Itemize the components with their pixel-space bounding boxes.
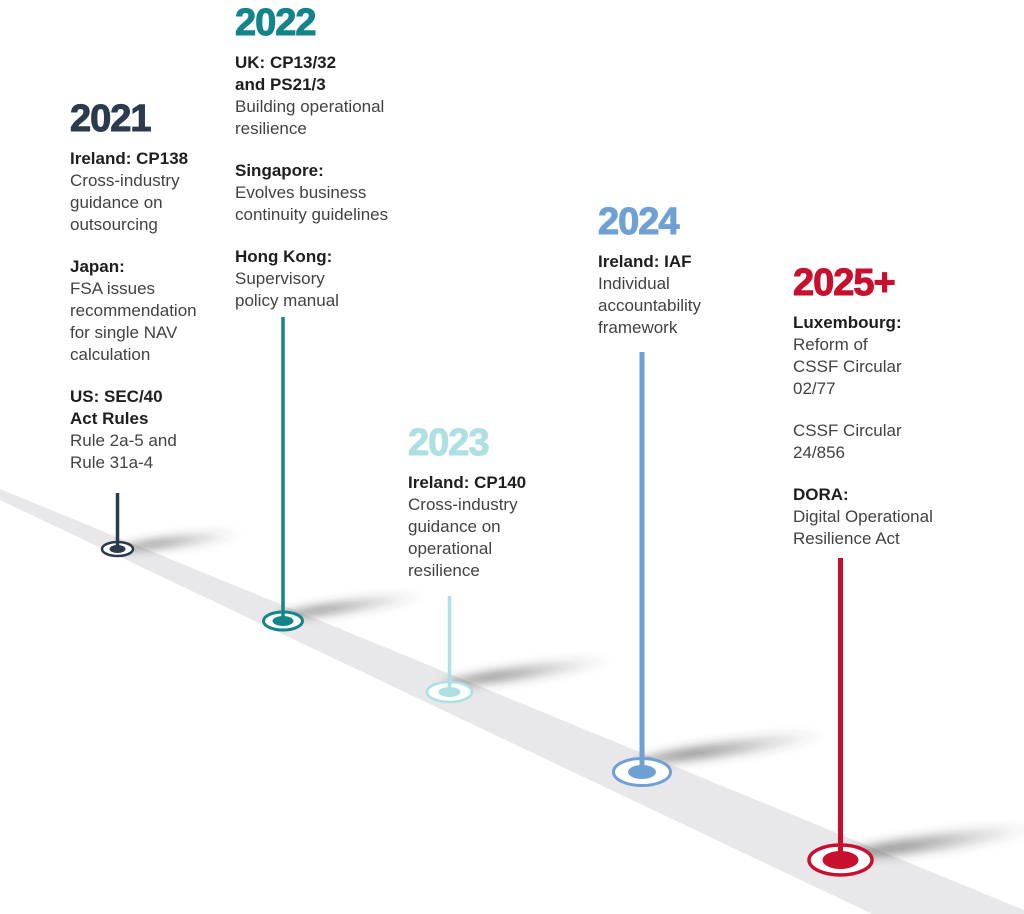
milestone-title: US: SEC/40 Act Rules <box>70 387 163 428</box>
timeline-event-2024: 2024 Ireland: IAF Individual accountabil… <box>598 203 758 339</box>
pin-shadow-2023 <box>442 657 612 687</box>
pin-2025 <box>807 558 874 877</box>
milestone: Japan: FSA issues recommendation for sin… <box>70 256 240 366</box>
milestone-title: DORA: <box>793 485 849 504</box>
milestone-description: Digital Operational Resilience Act <box>793 507 933 548</box>
milestone-description: Cross-industry guidance on outsourcing <box>70 171 180 234</box>
year-label: 2024 <box>598 201 681 243</box>
pin-2021 <box>100 493 135 558</box>
pin-2023 <box>425 596 474 704</box>
pin-shadow-2021 <box>118 531 242 551</box>
timeline-event-2023: 2023 Ireland: CP140 Cross-industry guida… <box>408 424 568 582</box>
milestone-title: Ireland: IAF <box>598 252 692 271</box>
pin-shadow-2024 <box>637 732 827 764</box>
year-label: 2021 <box>70 98 153 140</box>
milestone: Ireland: CP138 Cross-industry guidance o… <box>70 148 240 236</box>
pin-2024 <box>612 352 672 787</box>
milestone: DORA: Digital Operational Resilience Act <box>793 484 973 550</box>
milestone-description: Evolves business continuity guidelines <box>235 183 389 224</box>
milestone-description: FSA issues recommendation for single NAV… <box>70 279 197 364</box>
timeline-event-2021: 2021 Ireland: CP138 Cross-industry guida… <box>70 100 240 474</box>
milestone: Ireland: CP140 Cross-industry guidance o… <box>408 472 568 582</box>
milestone-description: Cross-industry guidance on operational r… <box>408 495 518 580</box>
year-label: 2023 <box>408 422 491 464</box>
timeline-event-2022: 2022 UK: CP13/32 and PS21/3 Building ope… <box>235 4 435 312</box>
milestone-title: Ireland: CP138 <box>70 149 189 168</box>
timeline-event-2025: 2025+ Luxembourg: Reform of CSSF Circula… <box>793 264 973 550</box>
pin-dot-2021 <box>109 545 126 553</box>
road <box>0 489 1024 914</box>
milestone-title: UK: CP13/32 and PS21/3 <box>235 53 337 94</box>
pin-dot-2023 <box>438 687 461 697</box>
milestone: Ireland: IAF Individual accountability f… <box>598 251 758 339</box>
pin-shadow-2025 <box>837 824 1024 860</box>
pin-dot-2024 <box>628 765 656 779</box>
milestone: Hong Kong: Supervisory policy manual <box>235 246 435 312</box>
milestone-title: Japan: <box>70 257 125 276</box>
milestone-title: Singapore: <box>235 161 324 180</box>
milestone-description: Building operational resilience <box>235 97 385 138</box>
milestone: UK: CP13/32 and PS21/3 Building operatio… <box>235 52 435 140</box>
pin-dot-2022 <box>272 616 294 626</box>
milestone-description: CSSF Circular 24/856 <box>793 421 902 462</box>
milestone: US: SEC/40 Act Rules Rule 2a-5 and Rule … <box>70 386 240 474</box>
year-label: 2022 <box>235 2 318 44</box>
milestone: CSSF Circular 24/856 <box>793 420 973 464</box>
milestone-title: Luxembourg: <box>793 313 902 332</box>
milestone-title: Hong Kong: <box>235 247 333 266</box>
milestone-description: Rule 2a-5 and Rule 31a-4 <box>70 431 177 472</box>
milestone-title: Ireland: CP140 <box>408 473 527 492</box>
year-label: 2025+ <box>793 262 897 304</box>
milestone-description: Supervisory policy manual <box>235 269 339 310</box>
milestone-description: Individual accountability framework <box>598 274 702 337</box>
pin-shadow-2022 <box>275 593 425 619</box>
milestone: Luxembourg: Reform of CSSF Circular 02/7… <box>793 312 973 400</box>
pin-dot-2025 <box>822 851 859 869</box>
milestone-description: Reform of CSSF Circular 02/77 <box>793 335 902 398</box>
milestone: Singapore: Evolves business continuity g… <box>235 160 435 226</box>
pin-2022 <box>262 317 304 632</box>
